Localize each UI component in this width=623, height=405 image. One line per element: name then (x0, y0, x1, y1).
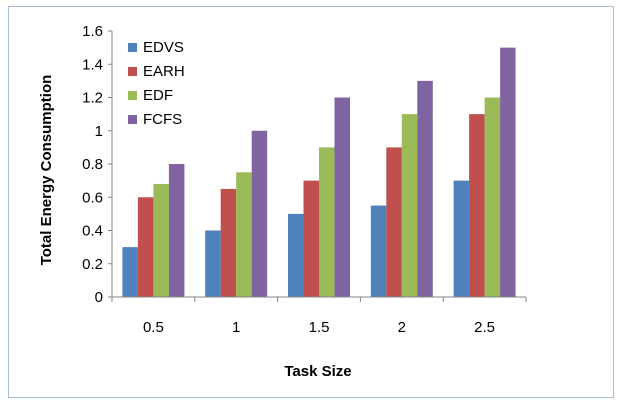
legend-swatch-edf (128, 91, 137, 100)
bars (122, 47, 516, 297)
x-axis-title: Task Size (284, 363, 351, 380)
bar-fcfs-0.5 (168, 164, 185, 297)
y-tick-label: 0 (95, 289, 103, 306)
x-tick-label: 1.5 (309, 319, 330, 336)
y-tick-label: 1.4 (82, 56, 103, 73)
bar-earh-0.5 (137, 197, 154, 297)
legend: EDVS EARH EDF FCFS (128, 39, 185, 128)
bar-edvs-2.5 (453, 180, 470, 297)
bar-earh-1.5 (303, 180, 319, 297)
bar-edf-0.5 (153, 183, 169, 297)
bar-edvs-1 (205, 230, 221, 297)
bar-earh-2 (386, 147, 402, 297)
bar-edvs-0.5 (122, 247, 138, 297)
bar-fcfs-1 (251, 130, 268, 297)
x-tick-label: 1 (232, 319, 240, 336)
x-axis-ticks: 0.5 1 1.5 2 2.5 (111, 297, 527, 336)
legend-label-edf: EDF (143, 87, 173, 104)
y-tick-label: 1.6 (82, 23, 103, 40)
x-tick-label: 2 (398, 319, 406, 336)
legend-label-earh: EARH (143, 63, 185, 80)
bar-edf-1 (236, 172, 252, 297)
y-tick-label: 0.6 (82, 189, 103, 206)
bar-earh-1 (220, 188, 237, 297)
bar-edf-2 (401, 114, 418, 297)
bar-fcfs-1.5 (334, 97, 350, 297)
y-tick-label: 1.2 (82, 90, 103, 107)
x-tick-label: 0.5 (143, 319, 164, 336)
legend-label-fcfs: FCFS (143, 111, 182, 128)
legend-swatch-earh (128, 67, 137, 76)
bar-fcfs-2.5 (500, 47, 516, 297)
bar-edvs-1.5 (288, 213, 304, 297)
y-tick-label: 0.4 (82, 223, 103, 240)
y-tick-label: 1 (95, 123, 103, 140)
bar-earh-2.5 (469, 114, 485, 297)
y-tick-label: 0.8 (82, 156, 103, 173)
x-tick-label: 2.5 (474, 319, 495, 336)
bar-edf-1.5 (319, 147, 335, 297)
legend-swatch-fcfs (128, 115, 137, 124)
bar-fcfs-2 (417, 80, 433, 297)
legend-swatch-edvs (128, 43, 137, 52)
bar-edvs-2 (370, 205, 387, 297)
y-tick-label: 0.2 (82, 256, 103, 273)
legend-label-edvs: EDVS (143, 39, 184, 56)
bar-edf-2.5 (484, 97, 501, 297)
y-axis-title: Total Energy Consumption (38, 75, 55, 266)
y-axis-ticks: 0 0.2 0.4 0.6 0.8 1 1.2 1.4 1.6 (82, 23, 112, 306)
